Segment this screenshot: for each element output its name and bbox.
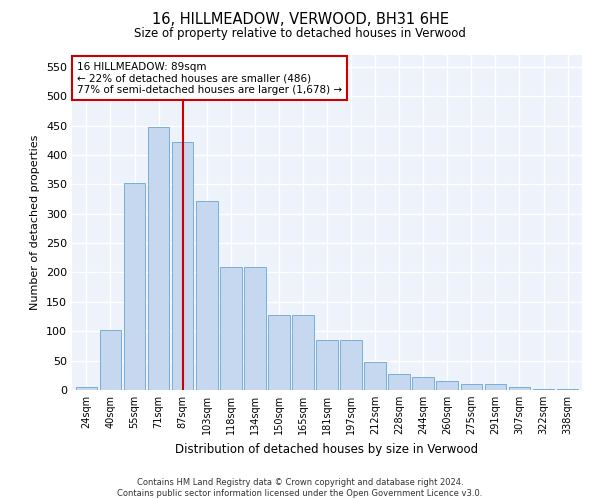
- Bar: [412, 377, 434, 390]
- Bar: [172, 142, 193, 390]
- Bar: [268, 316, 290, 390]
- Bar: [244, 266, 266, 390]
- Bar: [388, 374, 410, 390]
- Bar: [292, 316, 314, 390]
- Text: 16 HILLMEADOW: 89sqm
← 22% of detached houses are smaller (486)
77% of semi-deta: 16 HILLMEADOW: 89sqm ← 22% of detached h…: [77, 62, 342, 95]
- Bar: [461, 384, 482, 390]
- Bar: [340, 340, 362, 390]
- Bar: [509, 387, 530, 390]
- Bar: [148, 128, 169, 390]
- X-axis label: Distribution of detached houses by size in Verwood: Distribution of detached houses by size …: [175, 442, 479, 456]
- Bar: [220, 266, 242, 390]
- Text: Size of property relative to detached houses in Verwood: Size of property relative to detached ho…: [134, 28, 466, 40]
- Bar: [124, 182, 145, 390]
- Bar: [196, 201, 218, 390]
- Bar: [100, 330, 121, 390]
- Bar: [316, 340, 338, 390]
- Bar: [436, 380, 458, 390]
- Y-axis label: Number of detached properties: Number of detached properties: [31, 135, 40, 310]
- Bar: [557, 389, 578, 390]
- Bar: [76, 387, 97, 390]
- Bar: [533, 389, 554, 390]
- Bar: [364, 362, 386, 390]
- Text: 16, HILLMEADOW, VERWOOD, BH31 6HE: 16, HILLMEADOW, VERWOOD, BH31 6HE: [151, 12, 449, 28]
- Text: Contains HM Land Registry data © Crown copyright and database right 2024.
Contai: Contains HM Land Registry data © Crown c…: [118, 478, 482, 498]
- Bar: [485, 384, 506, 390]
